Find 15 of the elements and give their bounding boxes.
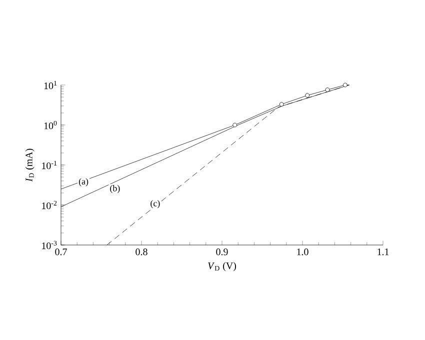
x-tick-label: 0.9 <box>216 248 228 256</box>
y-tick-label: 10$^{-2}$ <box>42 200 57 210</box>
annotation: (c) <box>150 200 160 208</box>
x-tick-label: 0.8 <box>136 248 148 256</box>
y-tick-label: 10$^{0}$ <box>44 120 57 130</box>
y-axis-title: I$_{D}$ (mA) <box>25 148 34 182</box>
x-tick-label: 1.0 <box>297 248 308 256</box>
annotation: (b) <box>110 185 120 194</box>
y-tick-label: 10$^{1}$ <box>44 80 57 90</box>
y-tick-label: 10$^{-3}$ <box>42 240 57 250</box>
annotation: (a) <box>78 178 88 186</box>
y-tick-label: 10$^{-1}$ <box>42 160 57 170</box>
x-tick-label: 1.1 <box>378 248 389 256</box>
x-axis-title: V$_{D}$ (V) <box>208 262 236 272</box>
x-tick-label: 0.7 <box>55 248 67 256</box>
